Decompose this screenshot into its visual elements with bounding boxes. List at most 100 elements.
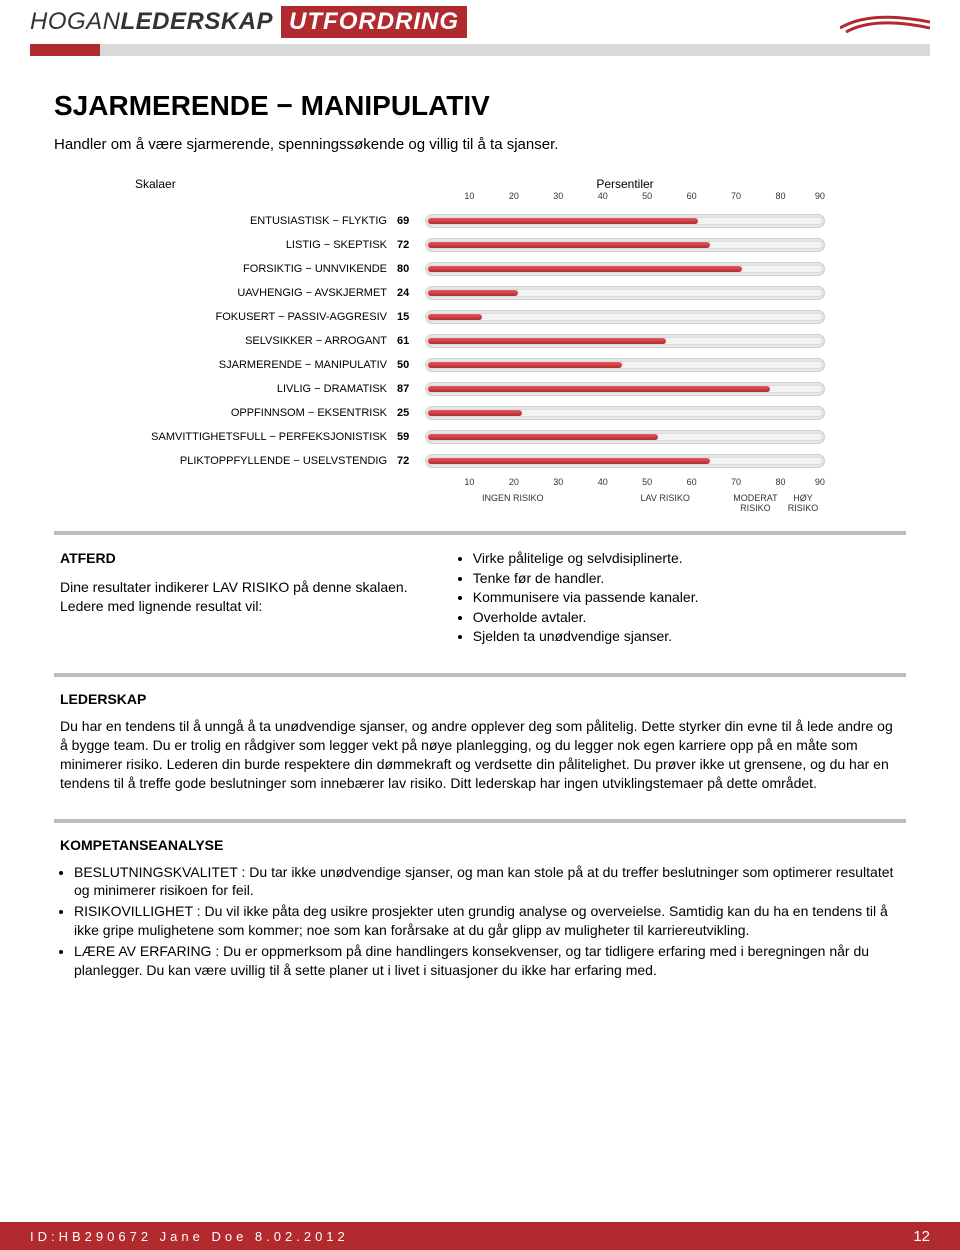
bar-fill xyxy=(428,290,518,296)
atferd-left: ATFERD Dine resultater indikerer LAV RIS… xyxy=(60,549,455,647)
tick: 10 xyxy=(447,191,491,201)
scale-label: SAMVITTIGHETSFULL − PERFEKSJONISTISK xyxy=(135,431,397,443)
tick: 90 xyxy=(781,191,825,201)
footer-id: ID:HB290672 Jane Doe 8.02.2012 xyxy=(30,1229,349,1244)
kompetanse-item: LÆRE AV ERFARING : Du er oppmerksom på d… xyxy=(74,942,900,980)
kompetanse-lead: LÆRE AV ERFARING : xyxy=(74,943,219,959)
scale-label: OPPFINNSOM − EKSENTRISK xyxy=(135,407,397,419)
scale-label: FORSIKTIG − UNNVIKENDE xyxy=(135,263,397,275)
chart-footer: 102030405060708090 INGEN RISIKO LAV RISI… xyxy=(425,477,825,513)
atferd-bullet: Tenke før de handler. xyxy=(473,569,900,589)
bar-cell xyxy=(425,453,825,469)
chart-head-percentiles: Persentiler 102030405060708090 xyxy=(425,177,825,201)
atferd-bullets: Virke pålitelige og selvdisiplinerte.Ten… xyxy=(455,549,900,647)
bar-fill xyxy=(428,266,742,272)
kompetanse-title: KOMPETANSEANALYSE xyxy=(60,837,900,853)
logo-bold: LEDERSKAP xyxy=(121,8,274,35)
atferd-bullet: Kommunisere via passende kanaler. xyxy=(473,588,900,608)
scale-label: LISTIG − SKEPTISK xyxy=(135,239,397,251)
underline-red xyxy=(30,44,100,56)
tick: 60 xyxy=(669,477,713,487)
atferd-body: Dine resultater indikerer LAV RISIKO på … xyxy=(60,578,435,616)
bar-fill xyxy=(428,362,622,368)
atferd-right: Virke pålitelige og selvdisiplinerte.Ten… xyxy=(455,549,900,647)
underline-gray xyxy=(100,44,930,56)
scale-value: 59 xyxy=(397,431,425,443)
scale-label: LIVLIG − DRAMATISK xyxy=(135,383,397,395)
bar-cell xyxy=(425,381,825,397)
chart-row: FOKUSERT − PASSIV-AGGRESIV15 xyxy=(135,305,825,329)
scale-value: 87 xyxy=(397,383,425,395)
ticks-top: 102030405060708090 xyxy=(425,191,825,201)
logo-thin: HOGAN xyxy=(30,8,121,35)
tick: 70 xyxy=(714,191,758,201)
content: SJARMERENDE − MANIPULATIV Handler om å v… xyxy=(0,90,960,998)
kompetanse-item: BESLUTNINGSKVALITET : Du tar ikke unødve… xyxy=(74,863,900,901)
section-badge: UTFORDRING xyxy=(281,6,467,38)
header-underline xyxy=(30,44,930,56)
tick: 60 xyxy=(669,191,713,201)
tick: 70 xyxy=(714,477,758,487)
tick: 40 xyxy=(581,191,625,201)
lederskap-box: LEDERSKAP Du har en tendens til å unngå … xyxy=(54,673,906,809)
chart-row: UAVHENGIG − AVSKJERMET24 xyxy=(135,281,825,305)
scale-value: 25 xyxy=(397,407,425,419)
atferd-bullet: Virke pålitelige og selvdisiplinerte. xyxy=(473,549,900,569)
scale-value: 15 xyxy=(397,311,425,323)
tick: 30 xyxy=(536,191,580,201)
tick: 10 xyxy=(447,477,491,487)
chart-row: ENTUSIASTISK − FLYKTIG69 xyxy=(135,209,825,233)
scale-label: SELVSIKKER − ARROGANT xyxy=(135,335,397,347)
logo: HOGANLEDERSKAP xyxy=(30,8,273,36)
chart-row: LIVLIG − DRAMATISK87 xyxy=(135,377,825,401)
ticks-bottom: 102030405060708090 xyxy=(425,477,825,487)
scale-value: 50 xyxy=(397,359,425,371)
chart-header: Skalaer Persentiler 102030405060708090 xyxy=(135,177,825,201)
lederskap-title: LEDERSKAP xyxy=(60,691,900,707)
kompetanse-lead: RISIKOVILLIGHET : xyxy=(74,903,201,919)
tick: 90 xyxy=(781,477,825,487)
scale-label: ENTUSIASTISK − FLYKTIG xyxy=(135,215,397,227)
bar-fill xyxy=(428,410,522,416)
bar-cell xyxy=(425,237,825,253)
chart-row: SELVSIKKER − ARROGANT61 xyxy=(135,329,825,353)
lederskap-body: Du har en tendens til å unngå å ta unødv… xyxy=(60,717,900,793)
chart-head-scales: Skalaer xyxy=(135,177,397,201)
logo-swoosh-icon xyxy=(840,2,930,36)
chart-row: SJARMERENDE − MANIPULATIV50 xyxy=(135,353,825,377)
scale-value: 72 xyxy=(397,239,425,251)
scale-label: UAVHENGIG − AVSKJERMET xyxy=(135,287,397,299)
header: HOGANLEDERSKAP UTFORDRING xyxy=(30,4,930,40)
scale-label: SJARMERENDE − MANIPULATIV xyxy=(135,359,397,371)
scale-value: 69 xyxy=(397,215,425,227)
bar-cell xyxy=(425,357,825,373)
kompetanse-item: RISIKOVILLIGHET : Du vil ikke påta deg u… xyxy=(74,902,900,940)
chart-row: OPPFINNSOM − EKSENTRISK25 xyxy=(135,401,825,425)
risk-labels: INGEN RISIKO LAV RISIKO MODERAT RISIKO H… xyxy=(425,493,825,513)
percentile-chart: Skalaer Persentiler 102030405060708090 E… xyxy=(135,177,825,513)
risk-high: HØY RISIKO xyxy=(781,493,825,513)
tick: 20 xyxy=(492,191,536,201)
bar-cell xyxy=(425,333,825,349)
scale-value: 72 xyxy=(397,455,425,467)
bar-cell xyxy=(425,261,825,277)
bar-fill xyxy=(428,314,482,320)
kompetanse-box: KOMPETANSEANALYSE BESLUTNINGSKVALITET : … xyxy=(54,819,906,998)
atferd-bullet: Sjelden ta unødvendige sjanser. xyxy=(473,627,900,647)
kompetanse-lead: BESLUTNINGSKVALITET : xyxy=(74,864,245,880)
risk-none: INGEN RISIKO xyxy=(425,493,601,513)
tick: 50 xyxy=(625,477,669,487)
page-number: 12 xyxy=(913,1228,930,1245)
risk-low: LAV RISIKO xyxy=(601,493,730,513)
bar-fill xyxy=(428,386,770,392)
page: HOGANLEDERSKAP UTFORDRING SJARMERENDE − … xyxy=(0,4,960,1250)
scale-value: 61 xyxy=(397,335,425,347)
scale-label: PLIKTOPPFYLLENDE − USELVSTENDIG xyxy=(135,455,397,467)
bar-cell xyxy=(425,213,825,229)
scale-label: FOKUSERT − PASSIV-AGGRESIV xyxy=(135,311,397,323)
tick: 30 xyxy=(536,477,580,487)
bar-fill xyxy=(428,458,710,464)
chart-rows: ENTUSIASTISK − FLYKTIG69LISTIG − SKEPTIS… xyxy=(135,209,825,473)
bar-fill xyxy=(428,218,698,224)
atferd-box: ATFERD Dine resultater indikerer LAV RIS… xyxy=(54,531,906,663)
